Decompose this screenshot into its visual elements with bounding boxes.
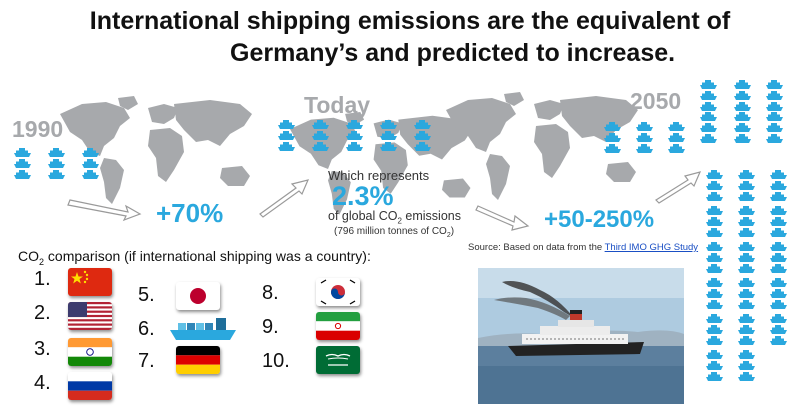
china-flag-icon — [68, 268, 112, 296]
comparison-heading: CO2 comparison (if international shippin… — [18, 248, 371, 267]
arrow-1990-today — [67, 199, 142, 222]
saudi-arabia-flag-icon — [316, 346, 360, 374]
source-note: Source: Based on data from the Third IMO… — [468, 242, 698, 253]
rank-6: 6. — [138, 318, 155, 340]
title-line-1: International shipping emissions are the… — [89, 7, 731, 35]
today-note-line3: (796 million tonnes of CO2) — [334, 225, 455, 239]
rank-9: 9. — [262, 316, 279, 338]
rank-8: 8. — [262, 282, 279, 304]
arrow-today-mid — [259, 179, 310, 218]
source-link[interactable]: Third IMO GHG Study — [604, 242, 699, 253]
rank-2: 2. — [34, 302, 51, 324]
rank-1: 1. — [34, 268, 51, 290]
title-line-2: Germany’s and predicted to increase. — [230, 39, 676, 67]
arrow-2050-up — [655, 171, 702, 204]
rank-10: 10. — [262, 350, 290, 372]
source-prefix: Source: Based on data from the — [468, 242, 605, 253]
russia-flag-icon — [68, 372, 112, 400]
ships-1990 — [14, 148, 99, 179]
rank-3: 3. — [34, 338, 51, 360]
today-note-line2: of global CO2 emissions — [328, 209, 461, 226]
year-today-label: Today — [304, 92, 371, 118]
today-note: Which represents 2.3% of global CO2 emis… — [328, 168, 478, 239]
arrow-today-2050 — [475, 205, 530, 231]
rank-7: 7. — [138, 350, 155, 372]
year-2050-label: 2050 — [630, 88, 682, 114]
ship-icon — [168, 316, 240, 347]
south-korea-flag-icon — [316, 278, 360, 306]
germany-flag-icon — [176, 346, 220, 374]
usa-flag-icon — [68, 302, 112, 330]
global-share-value: 2.3% — [332, 181, 394, 211]
growth-to-2050: +50-250% — [544, 206, 655, 233]
rank-4: 4. — [34, 372, 51, 394]
growth-to-today: +70% — [156, 198, 224, 228]
rank-5: 5. — [138, 284, 155, 306]
india-flag-icon — [68, 338, 112, 366]
today-note-line1: Which represents — [328, 168, 430, 183]
year-1990-label: 1990 — [12, 116, 64, 142]
iran-flag-icon — [316, 312, 360, 340]
ship-photo — [478, 268, 684, 404]
japan-flag-icon — [176, 282, 220, 310]
